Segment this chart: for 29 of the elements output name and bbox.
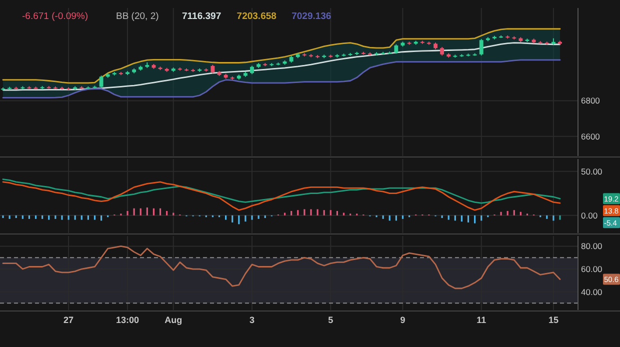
x-tick-label: 27	[64, 315, 74, 325]
y-tick-label: 6800	[581, 96, 600, 106]
x-tick-label: 11	[476, 315, 486, 325]
y-tick-label: 50.00	[581, 166, 603, 176]
annotation: 7029.136	[292, 11, 332, 22]
annotation: -6.671 (-0.09%)	[22, 11, 88, 22]
line-series	[2, 42, 561, 91]
line-series	[2, 178, 561, 204]
line-series	[2, 28, 561, 84]
x-tick-label: 3	[250, 315, 255, 325]
x-tick-label: Aug	[164, 315, 182, 325]
annotation: BB (20, 2)	[116, 11, 159, 22]
y-tick-label: 40.00	[581, 286, 603, 297]
x-tick-label: 13:00	[116, 315, 140, 325]
candlestick	[99, 75, 104, 88]
x-tick-label: 15	[548, 315, 558, 325]
line-series	[2, 59, 561, 98]
x-tick-label: 9	[400, 315, 406, 325]
annotation: 7116.397	[182, 11, 222, 22]
candlestick	[479, 38, 484, 56]
x-tick-label: 5	[328, 315, 334, 325]
annotation: 7203.658	[236, 11, 276, 22]
y-tick-label: 6600	[581, 131, 600, 142]
candlestick	[394, 44, 398, 54]
y-tick-label: 0.00	[581, 210, 598, 220]
line-series	[2, 246, 561, 290]
line-series	[2, 181, 561, 211]
y-tick-label: 60.00	[581, 264, 603, 274]
y-tick-label: 80.00	[581, 241, 603, 252]
